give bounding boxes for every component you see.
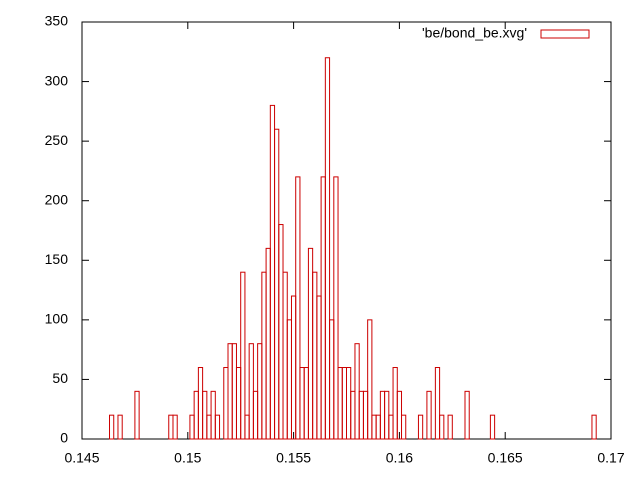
bar xyxy=(290,295,297,440)
bar xyxy=(248,343,254,440)
bar xyxy=(401,414,407,440)
bar xyxy=(303,367,309,440)
bar xyxy=(316,295,322,440)
x-tick-label: 0.17 xyxy=(597,450,624,466)
bar xyxy=(341,367,348,440)
legend-label: 'be/bond_be.xvg' xyxy=(422,25,527,41)
bar xyxy=(362,390,369,440)
bar xyxy=(274,128,280,440)
bar xyxy=(231,343,237,440)
bar xyxy=(202,390,208,440)
bar xyxy=(367,319,373,440)
legend-swatch xyxy=(540,29,590,39)
bar xyxy=(447,414,453,440)
bar xyxy=(286,319,292,440)
bar xyxy=(384,390,390,440)
bar xyxy=(282,271,288,440)
bar xyxy=(426,390,432,440)
bar xyxy=(464,390,470,440)
bar xyxy=(434,367,441,440)
y-tick-label: 50 xyxy=(52,370,68,386)
bar xyxy=(134,390,140,440)
bar xyxy=(227,343,233,440)
bar xyxy=(346,367,352,440)
y-tick-label: 300 xyxy=(45,72,69,88)
bar xyxy=(265,247,271,440)
bar xyxy=(307,247,314,440)
bar xyxy=(168,414,174,440)
bar xyxy=(375,414,381,440)
y-tick-label: 150 xyxy=(45,251,69,267)
bar xyxy=(417,414,424,440)
x-tick-label: 0.165 xyxy=(488,450,523,466)
bar xyxy=(379,390,386,440)
y-tick-label: 250 xyxy=(45,132,69,148)
bar xyxy=(223,367,229,440)
bar xyxy=(261,271,267,440)
bar xyxy=(257,343,263,440)
x-tick-label: 0.155 xyxy=(276,450,311,466)
bar xyxy=(240,271,246,440)
bar xyxy=(354,343,360,440)
bar xyxy=(371,414,377,440)
bar xyxy=(210,390,216,440)
bar xyxy=(206,414,212,440)
bar xyxy=(299,367,305,440)
bar xyxy=(269,104,276,440)
bar xyxy=(295,176,301,440)
bar xyxy=(388,414,394,440)
bar xyxy=(396,390,403,440)
bar xyxy=(172,414,178,440)
bar xyxy=(278,224,284,440)
bar xyxy=(489,414,496,440)
bar xyxy=(439,414,445,440)
bar xyxy=(189,414,195,440)
y-tick-label: 100 xyxy=(45,311,69,327)
bar xyxy=(312,271,318,440)
x-tick-label: 0.16 xyxy=(386,450,413,466)
bar xyxy=(235,367,242,440)
y-tick-label: 0 xyxy=(60,430,68,446)
bar xyxy=(350,390,356,440)
bar xyxy=(193,390,199,440)
y-tick-label: 350 xyxy=(45,13,69,29)
bar xyxy=(358,390,364,440)
bar xyxy=(244,414,250,440)
bar xyxy=(109,414,115,440)
bar xyxy=(117,414,123,440)
bar xyxy=(320,176,326,440)
bar xyxy=(392,367,398,440)
bar xyxy=(591,414,597,440)
bar xyxy=(197,367,204,440)
x-tick-label: 0.15 xyxy=(174,450,201,466)
bar xyxy=(252,390,259,440)
bar xyxy=(337,367,343,440)
y-tick-label: 200 xyxy=(45,191,69,207)
x-tick-label: 0.145 xyxy=(64,450,99,466)
bar xyxy=(324,57,331,440)
bar xyxy=(329,319,335,440)
bar xyxy=(214,414,221,440)
bar xyxy=(333,176,339,440)
